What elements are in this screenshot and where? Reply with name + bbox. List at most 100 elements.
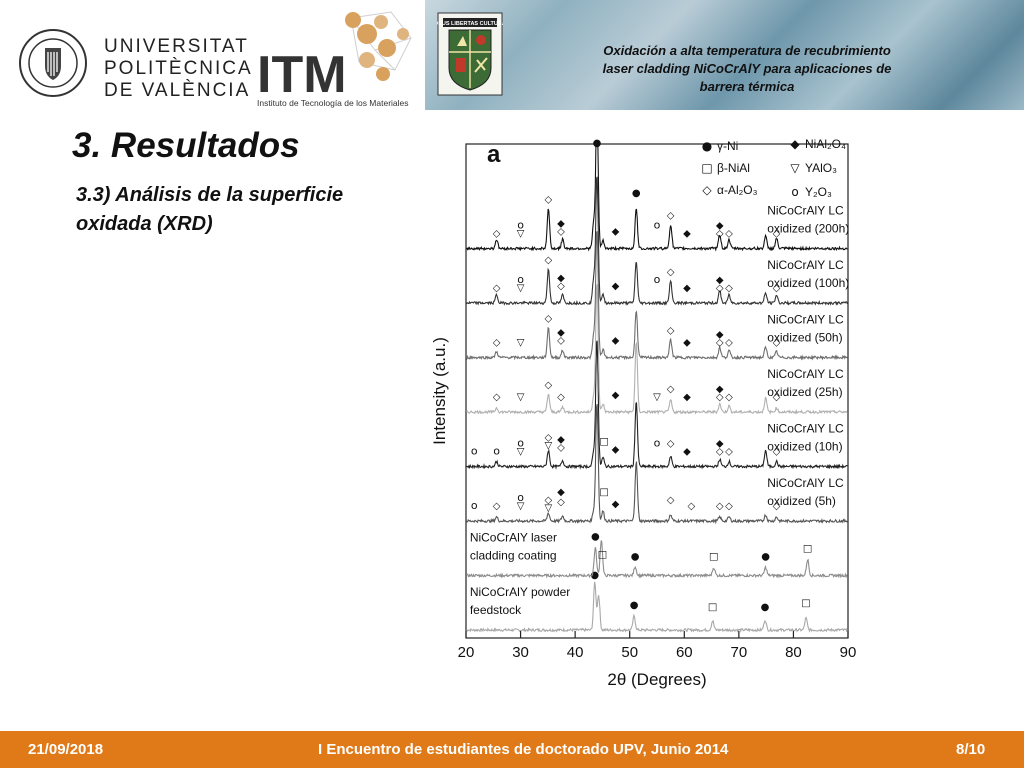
series-label-3-1: oxidized (10h) (767, 440, 842, 454)
series-label-0-1: feedstock (470, 603, 522, 617)
series-label-7-0: NiCoCrAlY LC (767, 204, 844, 218)
presentation-title-line-1: Oxidación a alta temperatura de recubrim… (603, 43, 891, 58)
phase-marker-3-11: ◇ (667, 439, 675, 450)
phase-marker-5-6: ◇ (667, 326, 675, 337)
phase-marker-6-8: ◇ (667, 267, 675, 278)
x-tick-label-7: 90 (840, 644, 857, 661)
phase-marker-3-3: ▽ (517, 447, 525, 458)
phase-marker-6-13: ◇ (773, 283, 781, 294)
legend-symbol-2: ◇ (702, 183, 712, 197)
title-banner: DEUS LIBERTAS CULTURA Oxidación a alta t… (425, 0, 1024, 110)
itm-logo: ITM Instituto de Tecnología de los Mater… (257, 11, 412, 108)
phase-marker-4-4: ◆ (612, 390, 620, 401)
university-name-line-2: POLITÈCNICA (104, 58, 253, 79)
phase-marker-2-4: ◇ (545, 495, 553, 506)
xrd-chart: 20 30 40 50 60 70 80 90 2θ (Degrees) Intensity (a… (430, 137, 857, 689)
panel-label: a (487, 141, 501, 168)
phase-marker-5-8: ◆ (716, 330, 724, 341)
phase-marker-5-7: ◆ (683, 338, 691, 349)
legend-label-4: YAlO₃ (805, 161, 837, 175)
phase-marker-7-6: ◆ (612, 227, 620, 238)
phase-marker-3-15: ◇ (725, 447, 733, 458)
phase-marker-5-9: ◇ (716, 338, 724, 349)
footer-date: 21/09/2018 (28, 741, 104, 758)
phase-marker-5-4: ◇ (557, 336, 565, 347)
phase-marker-7-7: o (654, 219, 661, 232)
phase-marker-0-0: ● (590, 570, 599, 581)
slide-footer: 21/09/2018 I Encuentro de estudiantes de… (0, 731, 1024, 768)
phase-marker-4-8: ◆ (716, 384, 724, 395)
slide-subtitle-line-1: 3.3) Análisis de la superficie (76, 184, 344, 206)
footer-page-number: 8/10 (956, 741, 986, 758)
x-tick-label-5: 70 (731, 644, 748, 661)
university-name-line-3: DE VALÈNCIA (104, 80, 251, 101)
phase-marker-3-7: ◇ (557, 443, 565, 454)
series-label-1-0: NiCoCrAlY laser (470, 531, 557, 545)
phase-marker-0-3: ● (761, 602, 770, 613)
phase-marker-1-4: ● (761, 552, 770, 563)
series-label-0-0: NiCoCrAlY powder (470, 585, 570, 599)
phase-marker-7-1: o (517, 219, 524, 232)
legend-label-3: NiAl₂O₄ (805, 137, 846, 151)
phase-marker-4-10: ◇ (725, 392, 733, 403)
legend-label-0: γ-Ni (717, 139, 738, 153)
phase-marker-7-2: ▽ (517, 229, 525, 240)
footer-event: I Encuentro de estudiantes de doctorado … (318, 741, 729, 758)
phase-marker-6-10: ◆ (716, 275, 724, 286)
molecule-graphic (345, 11, 412, 81)
university-name: UNIVERSITAT POLITÈCNICA DE VALÈNCIA (104, 36, 253, 102)
series-line-1 (465, 540, 848, 579)
series-label-6-0: NiCoCrAlY LC (767, 258, 844, 272)
series-label-5-1: oxidized (50h) (767, 331, 842, 345)
phase-marker-1-1: □ (598, 550, 607, 561)
series-line-6 (465, 176, 848, 306)
phase-marker-3-5: ▽ (545, 441, 553, 452)
phase-marker-6-1: o (517, 273, 524, 286)
series-label-3-0: NiCoCrAlY LC (767, 422, 844, 436)
series-line-4 (465, 284, 848, 416)
phase-marker-3-9: ◆ (612, 445, 620, 456)
y-axis-label: Intensity (a.u.) (430, 337, 449, 445)
phase-marker-1-5: □ (803, 544, 812, 555)
phase-marker-5-2: ◇ (545, 314, 553, 325)
phase-marker-2-14: ◇ (773, 501, 781, 512)
phase-marker-7-5: ◇ (557, 227, 565, 238)
series-line-5 (465, 231, 848, 361)
legend-label-5: Y₂O₃ (805, 185, 832, 199)
series-line-7 (466, 145, 848, 252)
legend-symbol-0: ● (702, 139, 712, 153)
x-tick-label-0: 20 (458, 644, 475, 661)
phase-marker-3-10: o (654, 437, 661, 450)
slide-title: 3. Resultados (72, 126, 300, 165)
phase-marker-7-4: ◆ (557, 219, 565, 230)
top-peak-marker-1: ● (632, 188, 641, 199)
phase-marker-7-12: ◇ (725, 229, 733, 240)
phase-marker-0-4: □ (801, 598, 810, 609)
phase-marker-2-5: ▽ (545, 503, 553, 514)
x-tick-label-2: 40 (567, 644, 584, 661)
series-label-2-1: oxidized (5h) (767, 494, 836, 508)
faculty-shield-logo: DEUS LIBERTAS CULTURA (437, 12, 503, 96)
phase-marker-6-11: ◇ (716, 283, 724, 294)
phase-marker-7-0: ◇ (493, 229, 501, 240)
phase-marker-3-4: ◇ (545, 433, 553, 444)
phase-marker-2-9: ◆ (612, 499, 620, 510)
phase-marker-4-5: ▽ (653, 392, 661, 403)
itm-caption: Instituto de Tecnología de los Materiale… (257, 98, 409, 108)
legend-label-2: α-Al₂O₃ (717, 183, 758, 197)
legend-symbol-3: ◆ (790, 137, 800, 151)
phase-marker-7-11: ◇ (716, 229, 724, 240)
phase-marker-5-10: ◇ (725, 338, 733, 349)
phase-marker-2-3: ▽ (517, 501, 525, 512)
phase-marker-4-7: ◆ (683, 392, 691, 403)
phase-marker-2-11: ◇ (688, 501, 696, 512)
phase-marker-3-2: o (517, 437, 524, 450)
phase-marker-3-12: ◆ (683, 447, 691, 458)
series-label-4-0: NiCoCrAlY LC (767, 367, 844, 381)
phase-marker-1-0: ● (591, 532, 600, 543)
presentation-title-line-2: laser cladding NiCoCrAlY para aplicacion… (602, 61, 892, 76)
series-label-7-1: oxidized (200h) (767, 222, 849, 236)
phase-marker-6-6: ◆ (612, 281, 620, 292)
phase-marker-3-8: □ (599, 437, 608, 448)
phase-marker-3-14: ◇ (716, 447, 724, 458)
